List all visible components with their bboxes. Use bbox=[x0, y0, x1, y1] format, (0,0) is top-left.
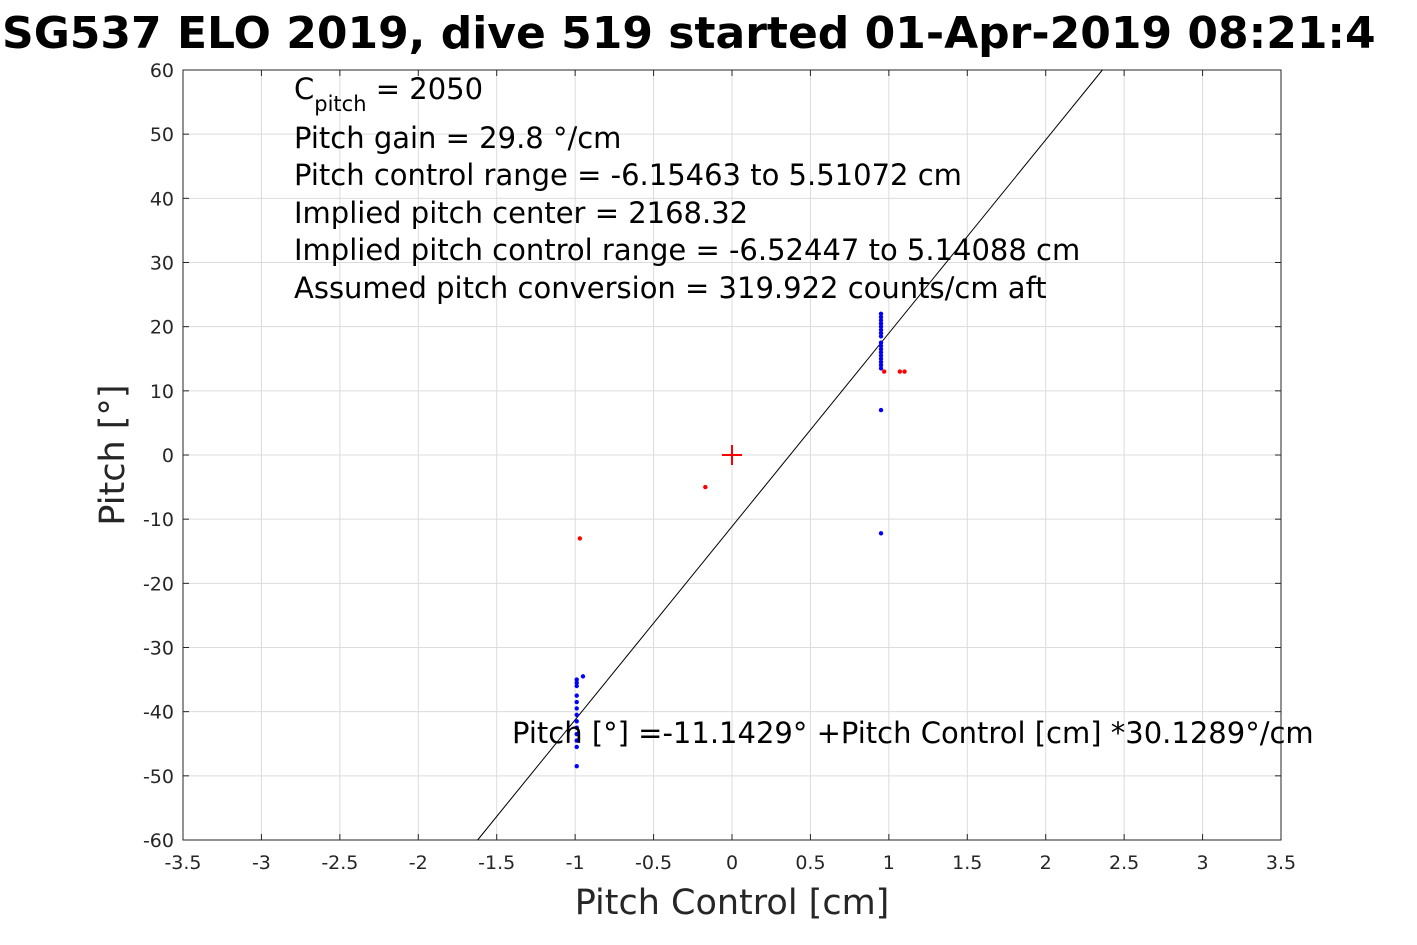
grid-lines bbox=[182, 69, 1282, 841]
data-point bbox=[574, 719, 579, 724]
y-tick-label: 60 bbox=[150, 60, 174, 82]
y-tick-label: 40 bbox=[150, 188, 174, 210]
y-tick-labels: -60 -50 -40 -30 -20 -10 0 10 20 30 40 50 60 bbox=[143, 60, 174, 852]
data-point bbox=[881, 369, 887, 374]
x-tick-label: 1 bbox=[883, 852, 895, 874]
x-tick-label: 0.5 bbox=[795, 852, 825, 874]
data-point bbox=[878, 366, 884, 371]
data-point bbox=[878, 330, 884, 336]
data-point bbox=[574, 712, 579, 718]
y-tick-label: 50 bbox=[150, 124, 174, 146]
data-point bbox=[574, 738, 579, 743]
annotation-implied-pitch-control-range: Implied pitch control range = -6.52447 t… bbox=[294, 233, 1080, 267]
y-tick-label: -20 bbox=[143, 573, 174, 595]
y-tick-label: -50 bbox=[143, 766, 174, 788]
x-axis-label: Pitch Control [cm] bbox=[575, 883, 890, 923]
data-point bbox=[574, 706, 579, 711]
data-point bbox=[878, 324, 884, 329]
fit-equation-label: Pitch [°] =-11.1429° +Pitch Control [cm]… bbox=[512, 716, 1314, 750]
y-tick-label: -60 bbox=[143, 830, 174, 852]
data-point bbox=[878, 327, 884, 333]
center-marker bbox=[722, 445, 742, 465]
data-point bbox=[878, 531, 884, 536]
data-point bbox=[878, 350, 884, 355]
y-tick-label: 0 bbox=[162, 445, 174, 467]
data-point bbox=[574, 764, 579, 769]
data-point bbox=[878, 340, 884, 345]
data-point bbox=[574, 680, 579, 685]
data-point bbox=[878, 314, 884, 320]
annotation-c-pitch-main: C bbox=[294, 72, 314, 106]
data-point bbox=[580, 674, 586, 679]
data-point bbox=[574, 731, 579, 737]
x-tick-label: 2 bbox=[1040, 852, 1052, 874]
annotation-pitch-conversion: Assumed pitch conversion = 319.922 count… bbox=[294, 271, 1047, 305]
annotation-pitch-gain: Pitch gain = 29.8 °/cm bbox=[294, 121, 621, 155]
data-point bbox=[878, 318, 884, 323]
data-point bbox=[878, 359, 884, 365]
y-tick-label: 10 bbox=[150, 381, 174, 403]
data-points bbox=[574, 311, 907, 769]
x-tick-label: -2.5 bbox=[321, 852, 358, 874]
x-tick-label: 0 bbox=[726, 852, 738, 874]
annotation-implied-pitch-center: Implied pitch center = 2168.32 bbox=[294, 196, 748, 230]
data-point bbox=[703, 484, 708, 490]
x-tick-labels: -3.5 -3 -2.5 -2 -1.5 -1 -0.5 0 0.5 1 1.5 2 2.5 3 3.5 bbox=[164, 852, 1296, 874]
data-point bbox=[878, 343, 884, 349]
data-point bbox=[574, 677, 579, 682]
x-tick-label: 3 bbox=[1197, 852, 1209, 874]
annotation-c-pitch-value: = 2050 bbox=[367, 72, 484, 106]
x-tick-label: -3 bbox=[252, 852, 271, 874]
data-point bbox=[574, 683, 579, 689]
x-tick-label: -1 bbox=[566, 852, 585, 874]
x-tick-label: -1.5 bbox=[478, 852, 515, 874]
x-tick-label: 2.5 bbox=[1109, 852, 1139, 874]
data-point bbox=[897, 369, 903, 374]
y-tick-label: -10 bbox=[143, 509, 174, 531]
data-point bbox=[878, 334, 884, 339]
y-tick-label: 30 bbox=[150, 253, 174, 275]
annotation-c-pitch-subscript: pitch bbox=[314, 92, 366, 116]
data-point bbox=[878, 311, 884, 317]
y-tick-label: -40 bbox=[143, 702, 174, 724]
x-tick-label: 1.5 bbox=[952, 852, 982, 874]
data-point bbox=[574, 744, 579, 750]
data-point bbox=[878, 346, 884, 352]
data-point bbox=[878, 321, 884, 326]
data-point bbox=[574, 725, 579, 730]
x-tick-label: -2 bbox=[409, 852, 428, 874]
chart-title: SG537 ELO 2019, dive 519 started 01-Apr-… bbox=[2, 8, 1376, 59]
data-point bbox=[878, 407, 884, 413]
x-tick-label: -3.5 bbox=[164, 852, 201, 874]
x-tick-label: 3.5 bbox=[1266, 852, 1296, 874]
data-point bbox=[902, 369, 907, 374]
data-point bbox=[574, 693, 579, 698]
data-point bbox=[878, 356, 884, 361]
data-point bbox=[878, 362, 884, 368]
y-tick-label: 20 bbox=[150, 317, 174, 339]
axis-ticks bbox=[182, 69, 1282, 841]
data-point bbox=[577, 536, 583, 541]
y-tick-label: -30 bbox=[143, 638, 174, 660]
data-point bbox=[574, 699, 579, 705]
data-point bbox=[878, 353, 884, 358]
fit-line bbox=[477, 69, 1103, 841]
x-tick-label: -0.5 bbox=[635, 852, 672, 874]
annotation-pitch-control-range: Pitch control range = -6.15463 to 5.5107… bbox=[294, 158, 962, 192]
y-axis-label: Pitch [°] bbox=[93, 384, 133, 525]
annotation-c-pitch: Cpitch = 2050 bbox=[294, 72, 483, 116]
